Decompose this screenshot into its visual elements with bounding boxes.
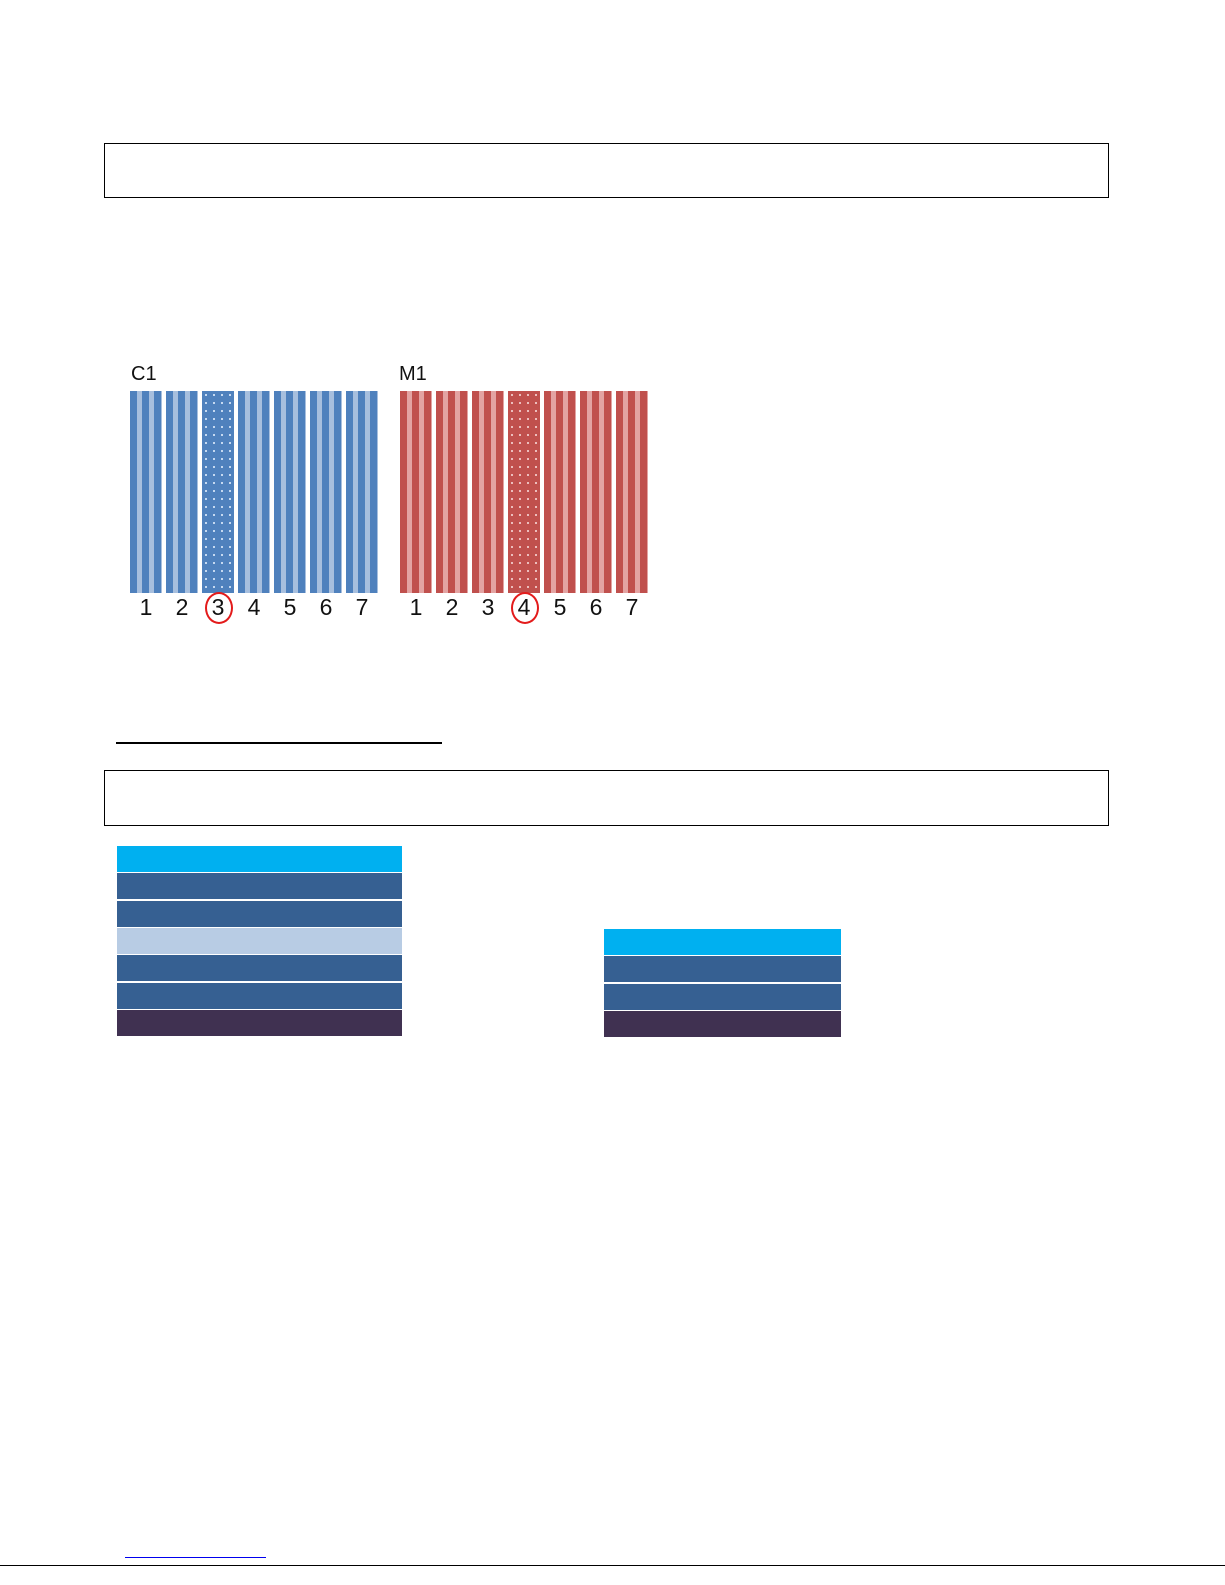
cyan-number-4: 4 bbox=[247, 594, 261, 620]
cyan-pattern-6 bbox=[310, 391, 342, 593]
magenta-number-5: 5 bbox=[553, 594, 567, 620]
page-border-bottom bbox=[0, 1565, 1225, 1566]
c1-label: C1 bbox=[131, 363, 157, 385]
cyan-pattern-2 bbox=[166, 391, 198, 593]
table-row bbox=[604, 929, 841, 955]
table-row bbox=[117, 927, 402, 954]
magenta-pattern-1 bbox=[400, 391, 432, 593]
table-row bbox=[604, 983, 841, 1010]
magenta-pattern-7 bbox=[616, 391, 648, 593]
magenta-number-4: 4 bbox=[508, 592, 540, 624]
cyan-number-2: 2 bbox=[175, 594, 189, 620]
magenta-number-6: 6 bbox=[589, 594, 603, 620]
cyan-pattern-7 bbox=[346, 391, 378, 593]
table-row bbox=[604, 956, 841, 983]
magenta-pattern-2 bbox=[436, 391, 468, 593]
cyan-pattern-5 bbox=[274, 391, 306, 593]
note-box-2 bbox=[104, 770, 1109, 826]
table-row bbox=[117, 982, 402, 1009]
m1-bar-pattern bbox=[400, 391, 648, 593]
magenta-number-2: 2 bbox=[445, 594, 459, 620]
cyan-number-5: 5 bbox=[283, 594, 297, 620]
magenta-pattern-4 bbox=[508, 391, 540, 593]
table-row bbox=[117, 900, 402, 927]
table-row bbox=[117, 873, 402, 900]
table-row bbox=[117, 846, 402, 872]
table-row bbox=[117, 955, 402, 982]
table-row bbox=[604, 1010, 841, 1037]
c1-bar-pattern bbox=[130, 391, 378, 593]
note-box-1 bbox=[104, 143, 1109, 198]
cyan-number-6: 6 bbox=[319, 594, 333, 620]
magenta-number-3: 3 bbox=[481, 594, 495, 620]
cyan-number-7: 7 bbox=[355, 594, 369, 620]
heading-underline bbox=[116, 742, 442, 744]
magenta-pattern-6 bbox=[580, 391, 612, 593]
cyan-number-3: 3 bbox=[202, 592, 234, 624]
cyan-pattern-4 bbox=[238, 391, 270, 593]
footnote-link-line[interactable] bbox=[125, 1557, 266, 1558]
magenta-pattern-3 bbox=[472, 391, 504, 593]
table-row bbox=[117, 1009, 402, 1036]
cyan-pattern-3 bbox=[202, 391, 234, 593]
m1-label: M1 bbox=[399, 363, 427, 385]
magenta-number-1: 1 bbox=[409, 594, 423, 620]
cyan-number-1: 1 bbox=[139, 594, 153, 620]
magenta-number-7: 7 bbox=[625, 594, 639, 620]
cyan-pattern-1 bbox=[130, 391, 162, 593]
magenta-pattern-5 bbox=[544, 391, 576, 593]
